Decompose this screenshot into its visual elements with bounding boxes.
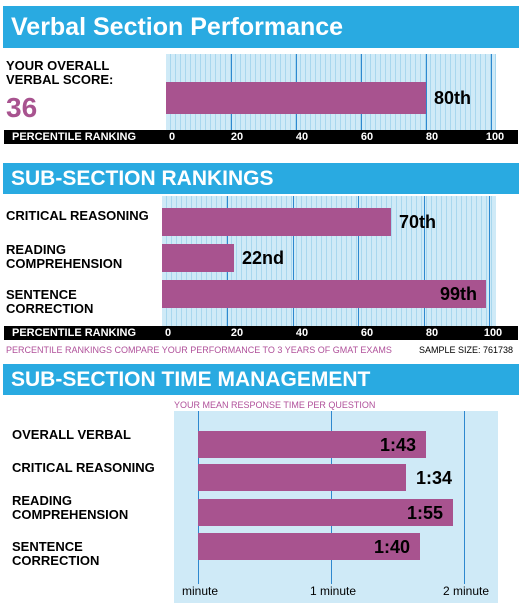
gridline <box>491 54 492 130</box>
gridline <box>198 411 199 584</box>
axis-title: PERCENTILE RANKING <box>12 327 137 339</box>
overall-verbal-score-value: 36 <box>6 92 38 123</box>
bar <box>198 533 420 560</box>
category-label: CRITICAL REASONING <box>6 208 149 223</box>
bar-value-label: 1:43 <box>380 435 417 455</box>
subsection-percentile-plot: 70th 22nd 99th <box>162 196 496 326</box>
bar-value-label: 80th <box>434 88 472 108</box>
section-title: Verbal Section Performance <box>11 13 344 41</box>
axis-tick-label: 80 <box>425 131 439 143</box>
category-label: READING COMPREHENSION <box>12 493 129 522</box>
gridline <box>426 54 427 130</box>
gridline <box>424 196 425 326</box>
section-banner-subsection-rankings: SUB-SECTION RANKINGS <box>3 163 519 194</box>
axis-tick-label: 100 <box>483 327 503 339</box>
gridline <box>489 196 490 326</box>
percentile-note: PERCENTILE RANKINGS COMPARE YOUR PERFORM… <box>6 345 392 355</box>
axis-tick-label: 40 <box>295 131 309 143</box>
section-title: SUB-SECTION TIME MANAGEMENT <box>11 368 371 391</box>
axis-title: PERCENTILE RANKING <box>12 131 137 143</box>
section-banner-time-management: SUB-SECTION TIME MANAGEMENT <box>3 364 519 395</box>
axis-tick-label: 40 <box>295 327 309 339</box>
time-chart-subtitle: YOUR MEAN RESPONSE TIME PER QUESTION <box>174 400 376 410</box>
time-axis-tick-label: minute <box>182 584 219 598</box>
axis-tick-label: 0 <box>168 131 176 143</box>
bar-value-label: 1:34 <box>416 468 453 488</box>
percentile-axis-bar-2: PERCENTILE RANKING 0 20 40 60 80 100 <box>4 326 518 340</box>
axis-tick-label: 80 <box>425 327 439 339</box>
category-label: CRITICAL REASONING <box>12 460 155 475</box>
category-label: SENTENCE CORRECTION <box>12 539 100 568</box>
overall-percentile-plot: 80th <box>166 54 496 130</box>
category-label: OVERALL VERBAL <box>12 427 131 442</box>
bar-value-label: 99th <box>440 284 478 304</box>
time-axis-tick-label: 1 minute <box>310 584 357 598</box>
axis-tick-label: 0 <box>164 327 172 339</box>
overall-verbal-score-label: YOUR OVERALL VERBAL SCORE: <box>6 58 114 87</box>
category-label: READING COMPREHENSION <box>6 242 123 271</box>
bar <box>162 244 234 272</box>
bar <box>162 280 486 308</box>
bar <box>198 499 453 526</box>
category-label: SENTENCE CORRECTION <box>6 287 94 316</box>
time-axis-tick-label: 2 minute <box>443 584 490 598</box>
percentile-axis-bar-1: PERCENTILE RANKING 0 20 40 60 80 100 <box>4 130 518 144</box>
axis-tick-label: 20 <box>230 131 244 143</box>
axis-tick-label: 60 <box>360 131 374 143</box>
gridline <box>331 411 332 584</box>
gridline <box>358 196 359 326</box>
bar-value-label: 1:40 <box>374 537 411 557</box>
axis-tick-label: 20 <box>230 327 244 339</box>
bar <box>198 464 406 491</box>
bar-value-label: 1:55 <box>407 503 444 523</box>
bar <box>198 431 426 458</box>
time-management-plot: 1:43 1:34 1:55 1:40 <box>174 411 498 603</box>
gridline <box>293 196 294 326</box>
section-title: SUB-SECTION RANKINGS <box>11 167 274 190</box>
bar <box>162 208 391 236</box>
bar <box>166 82 426 114</box>
gridline <box>464 411 465 584</box>
section-banner-verbal-performance: Verbal Section Performance <box>3 6 519 48</box>
bar-value-label: 22nd <box>242 248 285 268</box>
sample-size: SAMPLE SIZE: 761738 <box>419 345 514 355</box>
axis-tick-label: 60 <box>360 327 374 339</box>
bar-value-label: 70th <box>399 212 437 232</box>
axis-tick-label: 100 <box>485 131 505 143</box>
